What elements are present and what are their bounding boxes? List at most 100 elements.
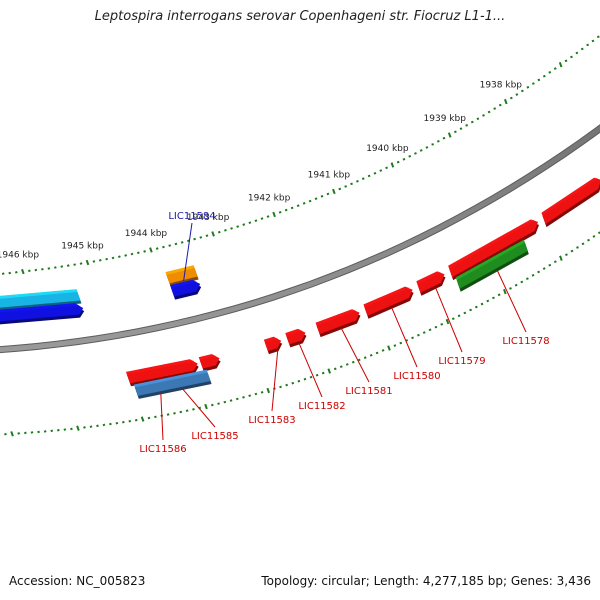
minor-tick: [570, 55, 573, 59]
minor-tick: [297, 379, 301, 383]
feature-highlight: [363, 286, 410, 308]
tick-label-1939: 1939 kbp: [424, 114, 467, 124]
feature-highlight: [198, 354, 217, 360]
minor-tick: [575, 51, 579, 55]
major-tick: [447, 132, 452, 138]
gene-feature-5: [126, 359, 198, 384]
minor-tick: [581, 242, 585, 246]
minor-tick: [565, 253, 568, 256]
leader-line: [182, 388, 216, 428]
gene-feature-11: [416, 271, 445, 293]
minor-tick: [30, 431, 34, 434]
gene-feature-0: [0, 289, 81, 308]
minor-tick: [537, 78, 541, 82]
tick-label-1941: 1941 kbp: [308, 170, 351, 180]
minor-tick: [408, 155, 412, 158]
minor-tick: [375, 351, 379, 355]
minor-tick: [532, 82, 535, 85]
major-tick: [266, 387, 271, 394]
gene-label-lic11581: LIC11581: [345, 386, 392, 397]
leader-line: [298, 343, 323, 398]
minor-tick: [315, 373, 319, 377]
gene-feature-14: [541, 177, 600, 225]
minor-tick: [385, 166, 388, 170]
minor-tick: [326, 192, 330, 196]
minor-tick: [92, 260, 96, 263]
major-tick: [559, 255, 563, 261]
minor-tick: [548, 71, 552, 74]
minor-tick: [596, 35, 600, 39]
minor-tick: [459, 127, 463, 130]
gene-label-lic11584: LIC11584: [168, 211, 215, 222]
feature-highlight: [448, 219, 535, 269]
feature-highlight: [541, 177, 599, 216]
minor-tick: [553, 260, 557, 263]
minor-tick: [396, 160, 400, 164]
minor-tick: [185, 409, 189, 412]
leader-line: [183, 222, 193, 282]
minor-tick: [143, 250, 146, 253]
minor-tick: [136, 251, 140, 255]
minor-tick: [235, 397, 239, 401]
minor-tick: [43, 430, 47, 433]
major-tick: [76, 425, 80, 431]
minor-tick: [96, 424, 99, 428]
minor-tick: [333, 367, 337, 371]
minor-tick: [296, 204, 300, 207]
minor-tick: [193, 237, 196, 241]
minor-tick: [224, 229, 227, 232]
minor-tick: [102, 423, 106, 427]
minor-tick: [8, 271, 12, 275]
minor-tick: [154, 415, 157, 419]
feature-highlight: [315, 309, 357, 326]
minor-tick: [105, 257, 109, 261]
minor-tick: [199, 236, 203, 239]
minor-tick: [470, 120, 474, 124]
gene-feature-2: [165, 265, 198, 284]
gene-feature-12: [448, 219, 538, 278]
leader-line: [340, 328, 370, 383]
minor-tick: [266, 215, 270, 218]
minor-tick: [591, 39, 595, 43]
minor-tick: [476, 117, 480, 121]
gene-feature-13: [455, 239, 528, 289]
minor-tick: [469, 308, 472, 312]
minor-tick: [1, 272, 5, 275]
genome-summary-text: Topology: circular; Length: 4,277,185 bp…: [261, 574, 591, 588]
tick-label-1944: 1944 kbp: [125, 229, 168, 239]
minor-tick: [463, 311, 467, 315]
minor-tick: [180, 241, 184, 244]
minor-tick: [498, 103, 502, 107]
minor-tick: [278, 210, 282, 214]
minor-tick: [425, 146, 429, 149]
gene-label-lic11578: LIC11578: [502, 336, 549, 347]
minor-tick: [531, 274, 535, 277]
tick-label-1946: 1946 kbp: [0, 250, 39, 260]
minor-tick: [434, 325, 438, 329]
minor-tick: [134, 418, 138, 422]
minor-tick: [509, 96, 513, 100]
minor-tick: [345, 363, 349, 366]
major-tick: [327, 368, 331, 374]
minor-tick: [83, 426, 86, 429]
feature-highlight: [126, 359, 195, 375]
minor-tick: [109, 422, 112, 426]
major-tick: [140, 416, 145, 422]
minor-tick: [422, 331, 426, 334]
minor-tick: [98, 258, 102, 262]
minor-tick: [173, 411, 176, 415]
minor-tick: [338, 187, 342, 191]
major-tick: [504, 98, 508, 105]
genome-backbone: [0, 124, 600, 354]
minor-tick: [303, 377, 307, 381]
minor-tick: [174, 242, 178, 246]
minor-tick: [17, 432, 21, 435]
minor-tick: [465, 124, 469, 127]
minor-tick: [128, 419, 132, 423]
minor-tick: [350, 182, 353, 186]
minor-tick: [321, 371, 325, 375]
tick-label-1938: 1938 kbp: [480, 80, 523, 90]
minor-tick: [23, 431, 27, 435]
leader-line: [271, 350, 279, 412]
